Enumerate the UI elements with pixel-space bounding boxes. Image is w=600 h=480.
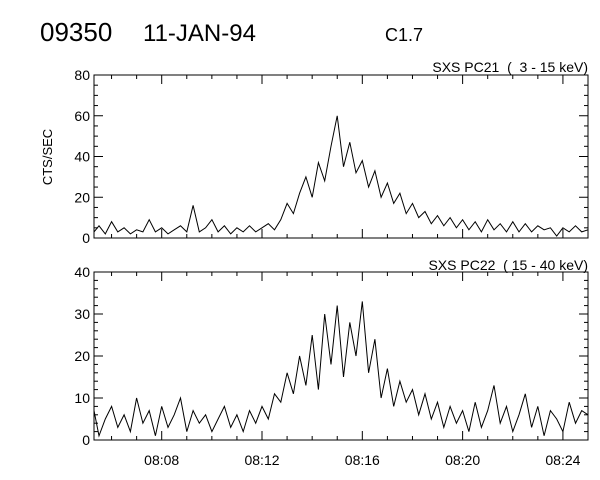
data-series-line [93, 301, 589, 438]
goes-class: C1.7 [385, 25, 423, 45]
panel-pc22: SXS PC22 ( 15 - 40 keV) 0 10 20 30 40 08:08 08… [74, 257, 589, 468]
x-tick-label: 08:16 [345, 452, 380, 468]
x-tick-label: 08:24 [545, 452, 580, 468]
y-tick-label: 30 [74, 306, 90, 322]
y-tick-label: 40 [74, 149, 90, 165]
plot-frame [93, 74, 589, 239]
y-tick-label: 20 [74, 189, 90, 205]
x-tick-label: 08:20 [445, 452, 480, 468]
panel-title: SXS PC22 ( 15 - 40 keV) [428, 257, 588, 273]
y-tick-label: 20 [74, 348, 90, 364]
observation-date: 11-JAN-94 [143, 20, 256, 47]
y-tick-label: 60 [74, 108, 90, 124]
y-tick-label: 0 [82, 432, 90, 448]
plot-frame [93, 271, 589, 441]
data-series-line [93, 115, 589, 237]
y-tick-label: 0 [82, 230, 90, 246]
y-tick-label: 40 [74, 264, 90, 280]
y-tick-label: 80 [74, 67, 90, 83]
y-tick-label: 10 [74, 390, 90, 406]
event-id: 09350 [40, 17, 112, 47]
x-tick-label: 08:12 [244, 452, 279, 468]
x-tick-label: 08:08 [144, 452, 179, 468]
y-axis-label: CTS/SEC [40, 129, 55, 185]
panel-title: SXS PC21 ( 3 - 15 keV) [432, 59, 588, 75]
panel-pc21: SXS PC21 ( 3 - 15 keV) CTS/SEC 0 20 40 60 80 [40, 59, 589, 246]
